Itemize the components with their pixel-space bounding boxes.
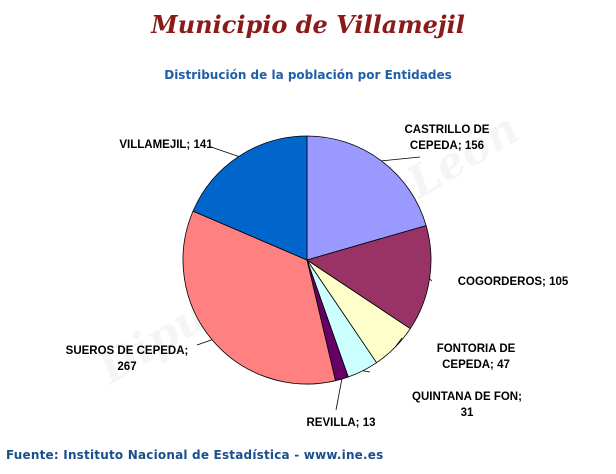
leader-line-3 [362,370,371,373]
slice-label-1: COGORDEROS; 105 [458,276,569,288]
slice-label-5: SUEROS DE CEPEDA; 267 [66,345,189,373]
slice-label-line: CEPEDA; 156 [410,140,484,152]
leader-line-5 [196,339,213,346]
leader-line-2 [394,337,403,348]
slice-label-line: FONTORIA DE [437,343,516,355]
slice-label-line: CEPEDA; 47 [442,359,510,371]
leader-line-0 [381,156,421,162]
slice-label-0: CASTRILLO DE CEPEDA; 156 [405,124,490,152]
pie-slice-6 [192,135,308,261]
slice-label-line: CASTRILLO DE [405,124,490,136]
leader-line-6 [210,146,239,157]
chart-title: Distribución de la población por Entidad… [164,68,452,82]
page-title: Municipio de Villamejil [151,10,465,39]
slice-label-2: FONTORIA DE CEPEDA; 47 [437,343,516,371]
slice-label-line: REVILLA; 13 [306,417,375,429]
slice-label-line: QUINTANA DE FON; [412,391,522,403]
slice-label-6: VILLAMEJIL; 141 [119,139,213,151]
slice-label-line: COGORDEROS; 105 [458,276,569,288]
slice-label-line: 31 [461,407,474,419]
slice-label-4: REVILLA; 13 [306,417,375,429]
pie-slice-5 [182,210,336,385]
leader-lines [196,146,433,411]
slice-label-line: VILLAMEJIL; 141 [119,139,213,151]
pie-slices [182,135,432,385]
slice-label-3: QUINTANA DE FON; 31 [412,391,522,419]
slice-label-line: SUEROS DE CEPEDA; [66,345,189,357]
slice-label-line: 267 [117,361,136,373]
source-footer: Fuente: Instituto Nacional de Estadístic… [6,448,384,462]
leader-line-4 [335,378,343,411]
slice-labels: CASTRILLO DE CEPEDA; 156 COGORDEROS; 105 FO… [66,124,569,429]
leader-line-1 [429,278,433,282]
